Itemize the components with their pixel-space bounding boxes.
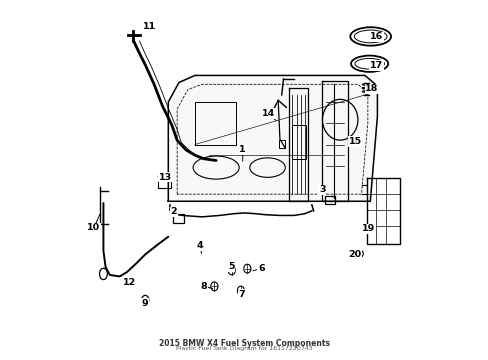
Text: 14: 14 [262,109,275,118]
Bar [158,178,171,188]
Text: 1: 1 [239,145,245,154]
Text: 19: 19 [361,224,374,233]
Ellipse shape [210,282,218,291]
Bar [278,140,285,148]
Text: 20: 20 [347,250,360,259]
Bar [325,196,335,204]
Text: 3: 3 [319,185,325,194]
Text: 18: 18 [365,84,378,93]
Bar [173,214,184,223]
Ellipse shape [244,264,250,273]
Text: 15: 15 [348,137,361,146]
Text: 16: 16 [369,32,382,41]
Text: 13: 13 [159,173,172,182]
Ellipse shape [237,286,244,295]
Bar [291,125,305,159]
Text: 5: 5 [228,262,234,271]
Text: 4: 4 [197,241,203,250]
Text: 2: 2 [170,207,177,216]
Text: 12: 12 [122,278,136,287]
Text: 9: 9 [141,299,147,308]
Ellipse shape [228,266,235,275]
Text: 7: 7 [238,290,244,299]
Text: 6: 6 [258,264,264,273]
Polygon shape [168,76,377,201]
Text: 11: 11 [142,22,156,31]
Text: Plastic Fuel Tank Diagram for 16117220743: Plastic Fuel Tank Diagram for 1611722074… [176,346,312,351]
Ellipse shape [142,295,148,304]
Text: 8: 8 [200,282,207,291]
Ellipse shape [357,250,363,257]
Text: 10: 10 [87,223,100,232]
Text: 17: 17 [369,61,382,70]
Text: 2015 BMW X4 Fuel System Components: 2015 BMW X4 Fuel System Components [159,338,329,347]
